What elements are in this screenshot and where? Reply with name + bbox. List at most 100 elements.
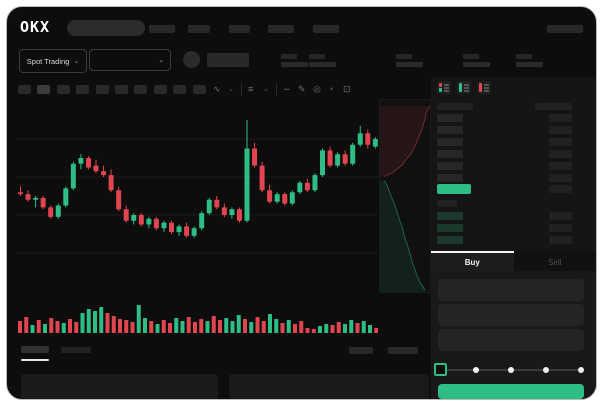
search-input[interactable] <box>67 20 145 36</box>
price-input[interactable] <box>438 279 584 301</box>
nav-item-4[interactable] <box>268 25 294 33</box>
orderbook-view-asks-icon[interactable] <box>477 81 491 94</box>
green-bar-glyph <box>459 83 462 92</box>
bottom-action-2[interactable] <box>388 347 418 354</box>
timeframe-button-4[interactable] <box>76 85 90 94</box>
ask-row-amount <box>549 126 572 134</box>
order-panel: Buy Sell <box>431 77 596 399</box>
red-bar-glyph <box>479 83 482 92</box>
bottom-tab-active-indicator <box>21 359 49 361</box>
ask-row-amount <box>549 114 572 122</box>
line-glyph <box>484 90 489 92</box>
line-glyph <box>484 87 489 89</box>
bid-row-price[interactable] <box>437 212 463 220</box>
bid-row-amount <box>549 224 572 232</box>
chevron-down-icon[interactable]: ⌄ <box>228 86 234 93</box>
slider-stop-2[interactable] <box>508 367 514 373</box>
slider-stop-1[interactable] <box>473 367 479 373</box>
line-glyph <box>484 84 489 86</box>
amount-slider-handle[interactable] <box>434 363 447 376</box>
timeframe-button-6[interactable] <box>115 85 128 94</box>
bottom-tab-history[interactable] <box>61 347 91 353</box>
bottom-tab-orders[interactable] <box>21 346 49 353</box>
bid-row-price[interactable] <box>437 224 463 232</box>
nav-item-5[interactable] <box>313 25 339 33</box>
orderbook-last-amount <box>549 185 572 193</box>
total-input[interactable] <box>438 329 584 351</box>
indicator-wave-icon[interactable]: ∿ <box>213 84 221 94</box>
ask-row-price[interactable] <box>437 174 463 182</box>
orderbook-view-combined-icon[interactable] <box>437 81 451 94</box>
orderbook-spread-placeholder <box>437 200 457 207</box>
line-glyph <box>464 90 469 92</box>
bottom-action-1[interactable] <box>349 347 373 354</box>
pair-dropdown[interactable]: ⌄ <box>89 49 171 71</box>
nav-item-1[interactable] <box>149 25 175 33</box>
bottom-panel-left <box>21 374 218 399</box>
amount-input[interactable] <box>438 304 584 326</box>
orderbook-header-amount <box>535 103 572 110</box>
orderbook-last-price[interactable] <box>437 184 471 194</box>
app-window: OKX Spot Trading ⌄ ⌄ ∿ ⌄ ≡ ⌄ ∼ ✎ ◎ ◔ ⊡ Buy <box>6 6 597 400</box>
line-glyph <box>444 87 449 89</box>
coin-icon <box>183 51 200 68</box>
line-glyph <box>464 87 469 89</box>
ask-row-amount <box>549 174 572 182</box>
history-icon[interactable]: ◔ <box>328 84 334 94</box>
line-tool-icon[interactable]: ∼ <box>283 84 291 94</box>
nav-item-3[interactable] <box>229 25 250 33</box>
bid-row-amount <box>549 212 572 220</box>
candlestick-chart[interactable] <box>16 101 378 291</box>
timeframe-button-8[interactable] <box>153 85 167 94</box>
fullscreen-icon[interactable]: ⊡ <box>343 84 351 94</box>
ask-row-price[interactable] <box>437 126 463 134</box>
ask-bar-glyph <box>439 83 442 87</box>
depth-chart <box>380 105 430 292</box>
slider-stop-4[interactable] <box>578 367 584 373</box>
okx-logo: OKX <box>20 18 51 36</box>
ask-row-price[interactable] <box>437 138 463 146</box>
nav-item-2[interactable] <box>188 25 210 33</box>
buy-submit-button[interactable] <box>438 384 584 399</box>
orderbook-view-bids-icon[interactable] <box>457 81 471 94</box>
camera-icon[interactable]: ◎ <box>313 84 321 94</box>
timeframe-button-5[interactable] <box>95 85 109 94</box>
orderbook-header-price <box>437 103 473 110</box>
pair-name-placeholder <box>207 53 249 67</box>
timeframe-button-2[interactable] <box>37 85 51 94</box>
market-type-label: Spot Trading <box>26 56 70 66</box>
slider-stop-3[interactable] <box>543 367 549 373</box>
ask-row-amount <box>549 150 572 158</box>
timeframe-button-7[interactable] <box>134 85 148 94</box>
market-type-selector[interactable]: Spot Trading ⌄ <box>19 49 87 73</box>
trade-tabs: Buy Sell <box>431 251 596 271</box>
chevron-down-icon[interactable]: ⌄ <box>263 86 269 93</box>
nav-item-account[interactable] <box>547 25 583 33</box>
bottom-panel-right <box>229 374 429 399</box>
tab-buy[interactable]: Buy <box>431 251 514 271</box>
timeframe-button-10[interactable] <box>192 85 206 94</box>
timeframe-button-3[interactable] <box>56 85 70 94</box>
toolbar-divider <box>276 83 277 96</box>
bid-row-amount <box>549 236 572 244</box>
toolbar-divider <box>241 83 242 96</box>
ask-row-price[interactable] <box>437 114 463 122</box>
volume-chart[interactable] <box>16 295 378 333</box>
tab-sell[interactable]: Sell <box>513 251 596 271</box>
chevron-down-icon: ⌄ <box>73 57 80 65</box>
timeframe-button-9[interactable] <box>173 85 187 94</box>
line-glyph <box>444 90 449 92</box>
ask-row-amount <box>549 162 572 170</box>
timeframe-button-1[interactable] <box>18 85 31 94</box>
chevron-down-icon: ⌄ <box>158 56 164 64</box>
draw-tool-icon[interactable]: ✎ <box>298 84 306 94</box>
chart-style-icon[interactable]: ≡ <box>248 84 254 94</box>
line-glyph <box>464 84 469 86</box>
depth-panel <box>379 99 431 293</box>
ask-row-price[interactable] <box>437 150 463 158</box>
bid-row-price[interactable] <box>437 236 463 244</box>
bid-bar-glyph <box>439 88 442 92</box>
line-glyph <box>444 84 449 86</box>
ask-row-amount <box>549 138 572 146</box>
ask-row-price[interactable] <box>437 162 463 170</box>
